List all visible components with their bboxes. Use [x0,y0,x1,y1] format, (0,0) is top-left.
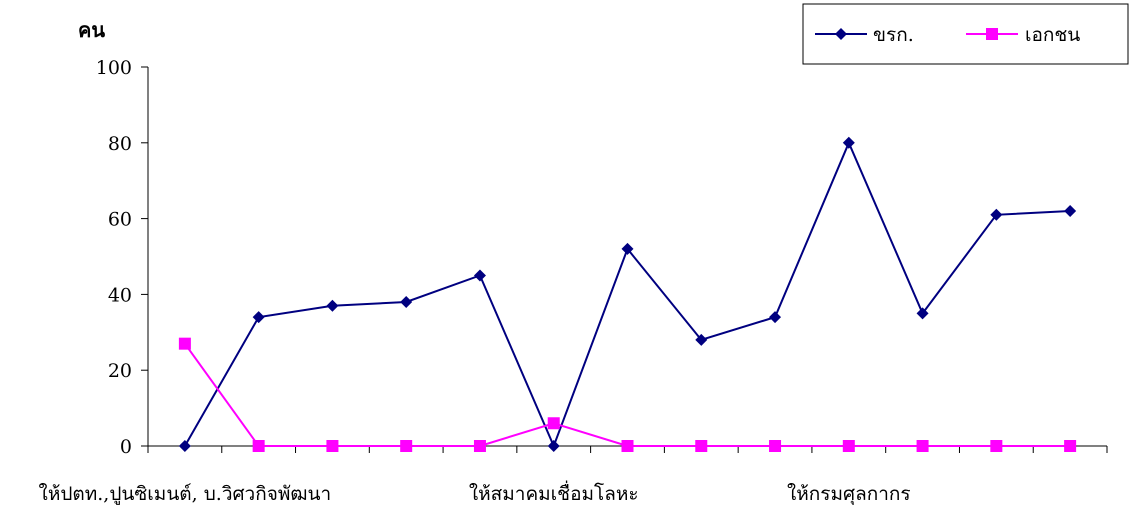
series-2-point [695,440,708,452]
series-line-2 [184,343,1071,447]
series-1-point [1064,205,1077,218]
series-2-point [1064,440,1077,452]
series-2-point [769,440,782,452]
series-2-point [842,440,855,452]
legend-marker-2 [986,28,998,40]
series-2-point [326,440,339,452]
legend: ขรก. เอกชน [802,3,1129,65]
series-2-point [621,440,634,452]
series-1-point [695,333,708,346]
x-category-label: ให้สมาคมเชื่อมโลหะ [469,480,639,505]
series-1-point [621,242,634,255]
series-1-point [990,208,1003,221]
series-2-point [547,417,560,430]
y-tick-label: 40 [108,284,132,306]
x-category-label: ให้กรมศุลกากร [787,483,911,506]
y-axis-label: คน [78,18,105,42]
series-1-point [326,299,339,312]
series-1-point [252,311,265,324]
x-category-label: ให้ปตท.,ปูนซิเมนต์, บ.วิศวกิจพัฒนา [39,483,332,505]
series-1-point [178,440,191,452]
y-tick-label: 80 [108,133,132,155]
series-1-point [916,307,929,320]
series-1-point [473,269,486,282]
series-2-point [178,337,191,350]
series-2-point [990,440,1003,452]
x-category-labels: ให้ปตท.,ปูนซิเมนต์, บ.วิศวกิจพัฒนา ให้สมา… [39,480,911,506]
y-tick-label: 0 [120,436,132,458]
series-1-point [547,440,560,452]
series-2-point [916,440,929,452]
y-tick-label: 60 [108,209,132,231]
series-line-1 [184,140,1071,449]
y-tick-label: 20 [108,360,132,382]
legend-label-1: ขรก. [873,24,914,46]
series-2-point [400,440,413,452]
y-tick-label: 100 [96,57,132,79]
series-1-point [769,311,782,324]
series-1-point [400,295,413,308]
series-markers [178,136,1077,452]
legend-marker-1 [835,28,847,40]
series-lines [184,140,1071,449]
y-tick-labels: 0 20 40 60 80 100 [96,57,132,458]
legend-label-2: เอกชน [1025,24,1080,46]
series-2-point [473,440,486,452]
series-1-point [842,136,855,149]
series-2-point [252,440,265,452]
